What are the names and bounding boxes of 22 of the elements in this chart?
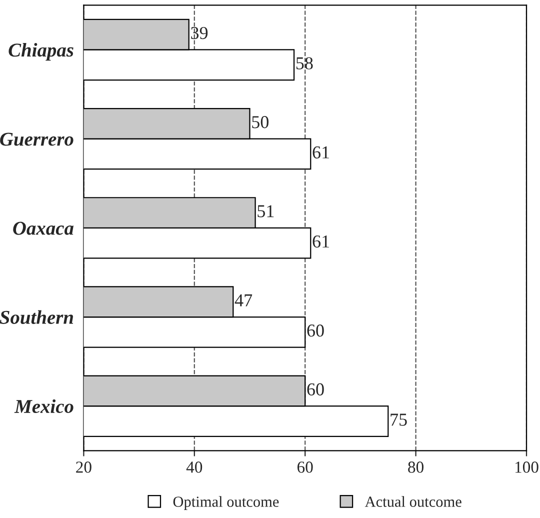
data-label: 39: [191, 26, 208, 40]
legend-label: Optimal outcome: [173, 496, 279, 510]
data-label: 61: [312, 146, 329, 158]
x-tick-label: 60: [297, 462, 313, 473]
x-tick-label: 40: [186, 462, 202, 473]
y-tick-label: Oaxaca: [13, 222, 74, 235]
data-label: 47: [234, 294, 252, 306]
y-tick-label: Southern: [0, 310, 74, 324]
data-label: 50: [252, 116, 269, 128]
y-tick-label: Mexico: [14, 399, 74, 414]
data-label: 60: [307, 324, 324, 337]
y-tick-label: Guerrero: [0, 132, 74, 146]
data-label: 60: [307, 383, 324, 396]
x-tick-label: 80: [408, 462, 424, 473]
y-tick-label: Chiapas: [8, 42, 74, 61]
data-label: 51: [258, 205, 274, 218]
legend-label: Actual outcome: [364, 496, 462, 507]
x-tick-label: 20: [76, 462, 92, 473]
data-label: 61: [312, 235, 329, 248]
data-label: 75: [390, 414, 407, 426]
x-tick-label: 100: [515, 462, 538, 473]
data-label: 58: [296, 57, 313, 70]
